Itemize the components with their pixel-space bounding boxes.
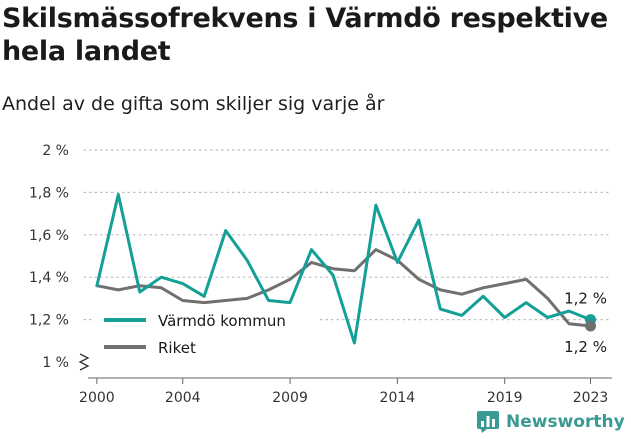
series-line	[95, 193, 592, 345]
y-tick-label: 1,8 %	[29, 185, 69, 201]
x-tick-label: 2000	[79, 390, 115, 406]
gridlines	[83, 149, 613, 321]
x-tick-label: 2023	[573, 390, 609, 406]
legend-label: Värmdö kommun	[158, 312, 286, 330]
end-labels: 1,2 % 1,2 %	[564, 290, 607, 356]
newsworthy-logo-icon	[477, 411, 499, 433]
y-tick-label: 1 %	[42, 355, 69, 371]
legend-label: Riket	[158, 339, 196, 357]
axis-break-icon	[78, 353, 90, 371]
x-tick-label: 2014	[380, 390, 416, 406]
chart-title: Skilsmässofrekvens i Värmdö respektive h…	[2, 3, 608, 67]
series-lines	[95, 193, 592, 345]
x-tick-label: 2004	[165, 390, 201, 406]
y-tick-label: 2 %	[42, 143, 69, 159]
newsworthy-brand[interactable]: Newsworthy	[476, 408, 625, 436]
legend: Värmdö kommun Riket	[92, 304, 320, 362]
y-tick-label: 1,6 %	[29, 228, 69, 244]
series-line	[95, 248, 592, 328]
x-tick-label: 2019	[487, 390, 523, 406]
legend-background	[92, 304, 320, 362]
brand-name: Newsworthy	[506, 412, 625, 432]
end-label: 1,2 %	[564, 338, 607, 356]
y-tick-label: 1,4 %	[29, 270, 69, 286]
x-axis: 2000 2004 2009 2014 2019 2023	[79, 377, 612, 406]
chart-subtitle: Andel av de gifta som skiljer sig varje …	[2, 93, 385, 115]
x-tick-label: 2009	[272, 390, 308, 406]
end-label: 1,2 %	[564, 290, 607, 308]
y-tick-label: 1,2 %	[29, 313, 69, 329]
end-point	[585, 320, 597, 332]
y-axis: 1 % 1,2 % 1,4 % 1,6 % 1,8 % 2 %	[29, 143, 90, 371]
